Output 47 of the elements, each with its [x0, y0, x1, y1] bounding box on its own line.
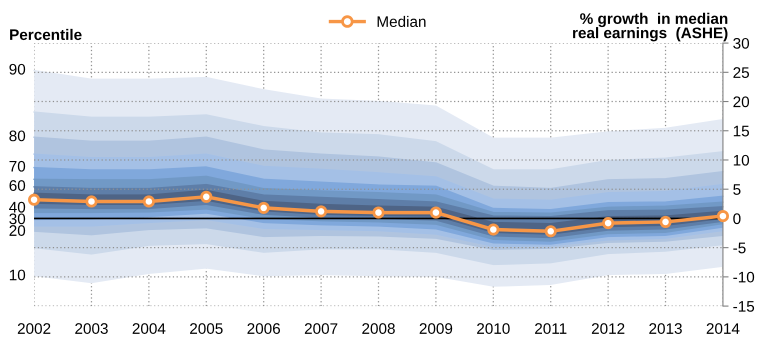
- point: [28, 194, 40, 206]
- point: [602, 217, 614, 230]
- x-tick-label: 2014: [706, 323, 740, 334]
- point: [85, 195, 98, 208]
- y2-tick-label: 20: [733, 96, 750, 108]
- x-tick-label: 2010: [477, 323, 510, 334]
- y2-tick-label: 10: [734, 154, 750, 166]
- point: [258, 202, 270, 214]
- y-axis-title: Percentile: [10, 28, 82, 40]
- y2-tick-label: -5: [733, 242, 746, 254]
- y2-tick-label: -15: [733, 301, 754, 312]
- x-tick-label: 2007: [304, 323, 338, 334]
- x-tick-label: 2009: [420, 323, 452, 334]
- y2-tick-label: 15: [734, 126, 750, 136]
- x-tick-label: 2002: [18, 323, 50, 334]
- x-tick-label: 2012: [592, 323, 624, 334]
- point: [372, 206, 385, 219]
- x-tick-label: 2006: [247, 323, 280, 334]
- x-tick-label: 2011: [535, 323, 566, 334]
- text: 40: [9, 202, 26, 213]
- text: 30: [9, 213, 26, 224]
- point: [659, 216, 672, 228]
- x-tick-label: 2004: [132, 323, 166, 334]
- point: [544, 225, 557, 238]
- y2-axis-title: % growth in median real earnings (ASHE): [573, 12, 728, 42]
- text: 90: [9, 64, 26, 75]
- text: 60: [10, 180, 26, 191]
- text: 10: [10, 270, 26, 280]
- point: [142, 195, 155, 208]
- x-tick-label: 2005: [190, 323, 223, 334]
- point: [430, 206, 442, 219]
- point: [487, 223, 500, 236]
- text: 20: [10, 225, 26, 236]
- point: [716, 210, 729, 222]
- y2-tick-label: 30: [733, 38, 750, 49]
- point: [200, 190, 212, 203]
- point: [315, 205, 328, 218]
- text: 70: [10, 160, 26, 172]
- y2-tick-label: 25: [733, 67, 750, 78]
- y2-tick-label: 0: [733, 213, 741, 224]
- x-tick-label: 2008: [362, 323, 395, 334]
- x-tick-label: 2013: [649, 323, 682, 334]
- text: 80: [9, 130, 26, 142]
- y2-tick-label: 5: [733, 184, 741, 195]
- y2-tick-label: -10: [733, 272, 754, 283]
- x-tick-label: 2003: [75, 323, 108, 334]
- legend-label: Median: [378, 16, 426, 28]
